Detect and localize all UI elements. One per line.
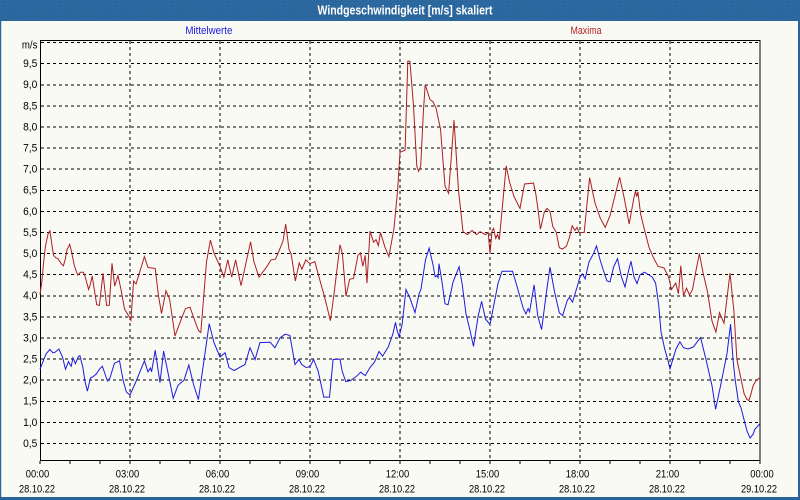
svg-text:28.10.22: 28.10.22 (199, 483, 235, 495)
svg-text:00:00: 00:00 (26, 469, 50, 481)
svg-text:8,0: 8,0 (23, 121, 37, 133)
svg-text:3,0: 3,0 (23, 332, 37, 344)
svg-text:6,0: 6,0 (23, 206, 37, 218)
svg-text:28.10.22: 28.10.22 (379, 483, 415, 495)
svg-text:1,5: 1,5 (23, 396, 37, 408)
svg-text:28.10.22: 28.10.22 (469, 483, 505, 495)
svg-text:9,0: 9,0 (23, 79, 37, 91)
svg-text:28.10.22: 28.10.22 (109, 483, 145, 495)
svg-text:m/s: m/s (22, 40, 38, 52)
svg-text:5,0: 5,0 (23, 248, 37, 260)
svg-text:28.10.22: 28.10.22 (19, 483, 55, 495)
svg-text:28.10.22: 28.10.22 (649, 483, 685, 495)
svg-text:03:00: 03:00 (116, 469, 140, 481)
svg-text:15:00: 15:00 (476, 469, 500, 481)
svg-text:Maxima: Maxima (571, 25, 603, 37)
svg-text:28.10.22: 28.10.22 (289, 483, 325, 495)
svg-text:12:00: 12:00 (386, 469, 410, 481)
svg-text:3,5: 3,5 (23, 311, 37, 323)
svg-text:1,0: 1,0 (23, 417, 37, 429)
svg-text:06:00: 06:00 (206, 469, 230, 481)
svg-text:4,5: 4,5 (23, 269, 37, 281)
svg-text:7,0: 7,0 (23, 164, 37, 176)
svg-text:21:00: 21:00 (656, 469, 680, 481)
svg-text:7,5: 7,5 (23, 143, 37, 155)
svg-text:8,5: 8,5 (23, 100, 37, 112)
svg-text:Windgeschwindigkeit [m/s] skal: Windgeschwindigkeit [m/s] skaliert (318, 3, 494, 17)
svg-text:0,5: 0,5 (23, 438, 37, 450)
svg-text:09:00: 09:00 (296, 469, 320, 481)
svg-text:18:00: 18:00 (566, 469, 590, 481)
svg-text:28.10.22: 28.10.22 (559, 483, 595, 495)
svg-text:2,0: 2,0 (23, 375, 37, 387)
svg-text:29.10.22: 29.10.22 (741, 483, 777, 495)
svg-text:5,5: 5,5 (23, 227, 37, 239)
svg-text:00:00: 00:00 (750, 469, 774, 481)
svg-text:Mittelwerte: Mittelwerte (185, 25, 232, 37)
svg-text:2,5: 2,5 (23, 354, 37, 366)
svg-text:6,5: 6,5 (23, 185, 37, 197)
svg-text:4,0: 4,0 (23, 290, 37, 302)
svg-text:9,5: 9,5 (23, 58, 37, 70)
